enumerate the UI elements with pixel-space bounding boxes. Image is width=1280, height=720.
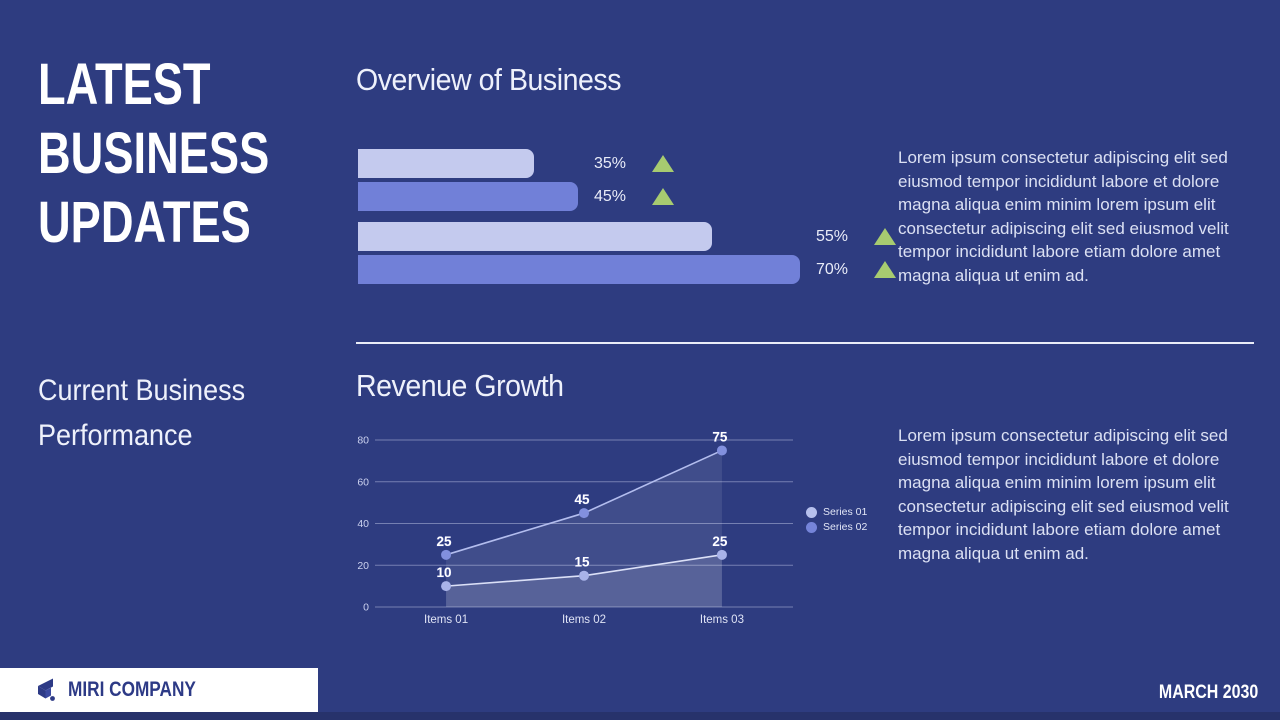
- legend-item: Series 02: [806, 521, 867, 533]
- bottom-strip: [0, 712, 1280, 720]
- overview-paragraph: Lorem ipsum consectetur adipiscing elit …: [898, 148, 1229, 285]
- legend-label: Series 01: [823, 506, 868, 518]
- legend-dot-icon: [806, 506, 817, 518]
- trend-up-icon: [652, 155, 674, 172]
- trend-up-icon: [652, 188, 674, 205]
- x-axis-label: Items 03: [700, 614, 744, 626]
- data-point: [441, 549, 452, 560]
- slide-title: LATEST BUSINESS UPDATES: [38, 52, 270, 255]
- legend-item: Series 01: [806, 506, 867, 518]
- bar-row: 55%: [358, 222, 896, 251]
- revenue-paragraph: Lorem ipsum consectetur adipiscing elit …: [898, 426, 1229, 563]
- data-point-label: 45: [574, 492, 590, 507]
- slide-date: MARCH 2030: [1158, 682, 1258, 703]
- x-axis-label: Items 02: [562, 614, 606, 626]
- overview-bar-chart: 35% 45% 55% 70%: [358, 149, 896, 289]
- bar: [358, 149, 534, 178]
- data-point: [716, 445, 727, 456]
- bar-value-label: 70%: [816, 261, 849, 278]
- data-point: [441, 581, 452, 592]
- revenue-line-chart: 0 20 40 60 80 25 45 75 10 15 25 Items 01 Items 02 Ite…: [357, 429, 793, 626]
- bar-row: 35%: [358, 149, 888, 178]
- y-tick-label: 60: [357, 476, 369, 488]
- slide-subtitle: Current Business Performance: [38, 374, 246, 452]
- area-fill-series01: [446, 554, 722, 607]
- data-point: [579, 570, 589, 581]
- data-point-label: 10: [437, 565, 452, 580]
- area-fill-series02: [446, 450, 722, 607]
- data-point-label: 15: [574, 555, 590, 570]
- data-point: [579, 508, 589, 519]
- bar: [358, 222, 712, 251]
- section-divider: [356, 342, 1254, 344]
- x-axis-label: Items 01: [424, 614, 468, 626]
- bar: [358, 255, 800, 284]
- bar-row: 45%: [358, 182, 888, 211]
- footer-bar: MIRI COMPANY: [0, 668, 318, 712]
- legend-dot-icon: [806, 521, 817, 533]
- data-point: [716, 549, 727, 560]
- company-name: MIRI COMPANY: [68, 678, 196, 701]
- bar-value-label: 35%: [594, 155, 627, 172]
- data-point-label: 25: [712, 534, 728, 549]
- bar-value-label: 55%: [816, 228, 849, 245]
- y-tick-label: 40: [357, 518, 369, 530]
- company-logo-icon: [38, 678, 55, 701]
- bar-value-label: 45%: [594, 188, 627, 205]
- legend-label: Series 02: [823, 521, 868, 533]
- data-point-label: 25: [437, 534, 453, 549]
- revenue-section-heading: Revenue Growth: [356, 368, 564, 403]
- data-point-label: 75: [712, 429, 728, 444]
- y-tick-label: 80: [357, 435, 369, 447]
- line-chart-legend: Series 01 Series 02: [806, 506, 867, 533]
- bar: [358, 182, 578, 211]
- trend-up-icon: [874, 228, 896, 245]
- y-tick-label: 0: [363, 602, 369, 614]
- trend-up-icon: [874, 261, 896, 278]
- y-tick-label: 20: [357, 560, 369, 572]
- overview-section-heading: Overview of Business: [356, 62, 622, 97]
- bar-row: 70%: [358, 255, 896, 284]
